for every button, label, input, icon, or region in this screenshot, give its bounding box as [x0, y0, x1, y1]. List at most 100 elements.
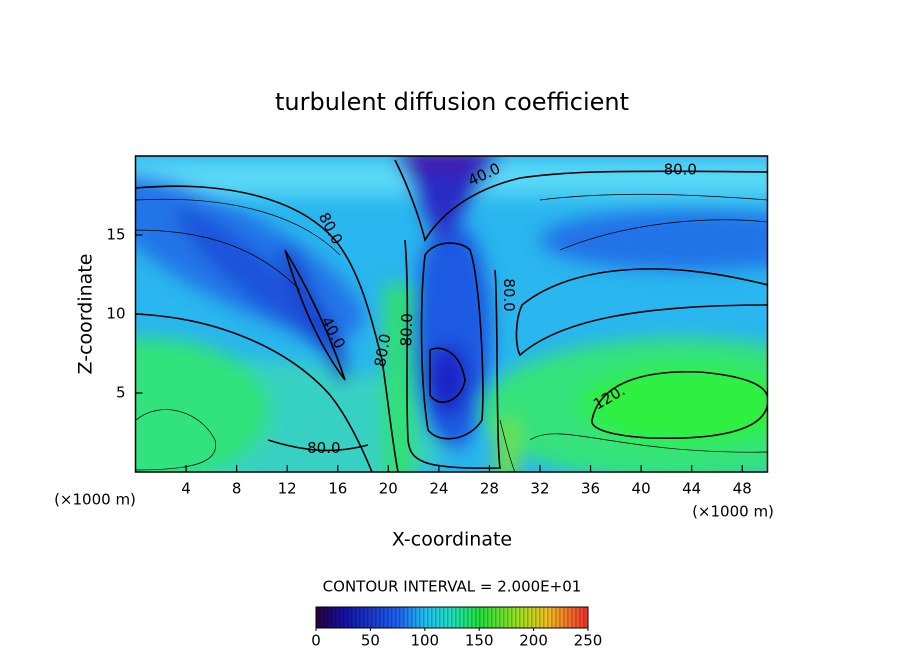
colorbar-segment	[487, 606, 493, 629]
x-unit-label: (×1000 m)	[692, 503, 774, 521]
contour-label: 80.0	[397, 313, 416, 347]
colorbar-segment	[459, 606, 465, 629]
colorbar-segment	[523, 606, 529, 629]
y-unit-label: (×1000 m)	[54, 491, 136, 509]
colorbar-segment	[391, 606, 397, 629]
colorbar-segment	[451, 606, 457, 629]
colorbar-tick-label: 100	[410, 632, 439, 650]
colorbar-segment	[399, 606, 405, 629]
x-tick-label: 28	[480, 480, 499, 498]
colorbar-tick-label: 150	[465, 632, 494, 650]
colorbar-segment	[571, 606, 577, 629]
x-tick-label: 32	[530, 480, 549, 498]
colorbar-segment	[347, 606, 353, 629]
contour-lines	[135, 159, 768, 472]
contour-label: 80.0	[664, 161, 697, 179]
colorbar-segment	[463, 606, 469, 629]
colorbar-segment	[331, 606, 337, 629]
colorbar-segment	[351, 606, 357, 629]
colorbar-segment	[423, 606, 429, 629]
contour-label: 80.0	[307, 439, 340, 457]
colorbar-segment	[419, 606, 425, 629]
colorbar-segment	[375, 606, 381, 629]
colorbar-segment	[387, 606, 393, 629]
y-tick-label: 5	[116, 384, 126, 402]
y-tick-label: 15	[106, 226, 125, 244]
colorbar-segment	[435, 606, 441, 629]
colorbar-segment	[319, 606, 325, 629]
contour-interval: CONTOUR INTERVAL = 2.000E+01	[323, 578, 582, 596]
colorbar-segment	[439, 606, 445, 629]
colorbar-segment	[363, 606, 369, 629]
colorbar-segment	[327, 606, 333, 629]
colorbar-tick-label: 0	[311, 632, 321, 650]
colorbar-segment	[467, 606, 473, 629]
colorbar-segment	[563, 606, 569, 629]
colorbar-tick-label: 250	[574, 632, 603, 650]
colorbar-segment	[379, 606, 385, 629]
colorbar-segment	[383, 606, 389, 629]
colorbar-segment	[471, 606, 477, 629]
colorbar-segment	[507, 606, 513, 629]
colorbar-segment	[531, 606, 537, 629]
colorbar-segment	[547, 606, 553, 629]
colorbar-segment	[583, 606, 589, 629]
x-tick-label: 20	[379, 480, 398, 498]
colorbar-segment	[359, 606, 365, 629]
colorbar-segment	[535, 606, 541, 629]
colorbar-segment	[483, 606, 489, 629]
colorbar-segment	[367, 606, 373, 629]
colorbar-segment	[575, 606, 581, 629]
x-tick-label: 8	[232, 480, 242, 498]
colorbar-segment	[431, 606, 437, 629]
field-shading	[135, 156, 768, 472]
colorbar-tick-label: 200	[519, 632, 548, 650]
contour-label: 80.0	[371, 332, 395, 368]
colorbar-segment	[579, 606, 585, 629]
colorbar-segment	[323, 606, 329, 629]
colorbar-segment	[503, 606, 509, 629]
colorbar-segment	[499, 606, 505, 629]
x-tick-label: 40	[632, 480, 651, 498]
y-axis-label: Z-coordinate	[75, 254, 97, 375]
colorbar-segment	[415, 606, 421, 629]
colorbar-segment	[511, 606, 517, 629]
colorbar-segment	[411, 606, 417, 629]
colorbar-segment	[443, 606, 449, 629]
colorbar-segment	[343, 606, 349, 629]
colorbar-segment	[515, 606, 521, 629]
x-tick-label: 48	[733, 480, 752, 498]
colorbar-segment	[403, 606, 409, 629]
colorbar-segment	[479, 606, 485, 629]
colorbar-segment	[371, 606, 377, 629]
colorbar-segment	[447, 606, 453, 629]
x-tick-label: 36	[581, 480, 600, 498]
colorbar-segment	[539, 606, 545, 629]
colorbar-segment	[355, 606, 361, 629]
colorbar-segment	[519, 606, 525, 629]
colorbar-segment	[527, 606, 533, 629]
colorbar-segment	[495, 606, 501, 629]
colorbar-segment	[339, 606, 345, 629]
colorbar-segment	[559, 606, 565, 629]
x-tick-label: 4	[181, 480, 191, 498]
colorbar-segment	[475, 606, 481, 629]
colorbar-segment	[395, 606, 401, 629]
colorbar-segment	[427, 606, 433, 629]
colorbar-tick-label: 50	[361, 632, 380, 650]
chart-title: turbulent diffusion coefficient	[275, 88, 629, 116]
x-tick-label: 24	[429, 480, 448, 498]
colorbar-segment	[543, 606, 549, 629]
contour-field	[135, 156, 768, 472]
colorbar-frame	[315, 606, 589, 629]
x-tick-label: 44	[682, 480, 701, 498]
colorbar-segment	[407, 606, 413, 629]
x-axis-label: X-coordinate	[392, 529, 512, 551]
colorbar-segment	[455, 606, 461, 629]
colorbar-segment	[555, 606, 561, 629]
colorbar-segment	[335, 606, 341, 629]
y-tick-label: 10	[106, 305, 125, 323]
x-tick-label: 16	[328, 480, 347, 498]
